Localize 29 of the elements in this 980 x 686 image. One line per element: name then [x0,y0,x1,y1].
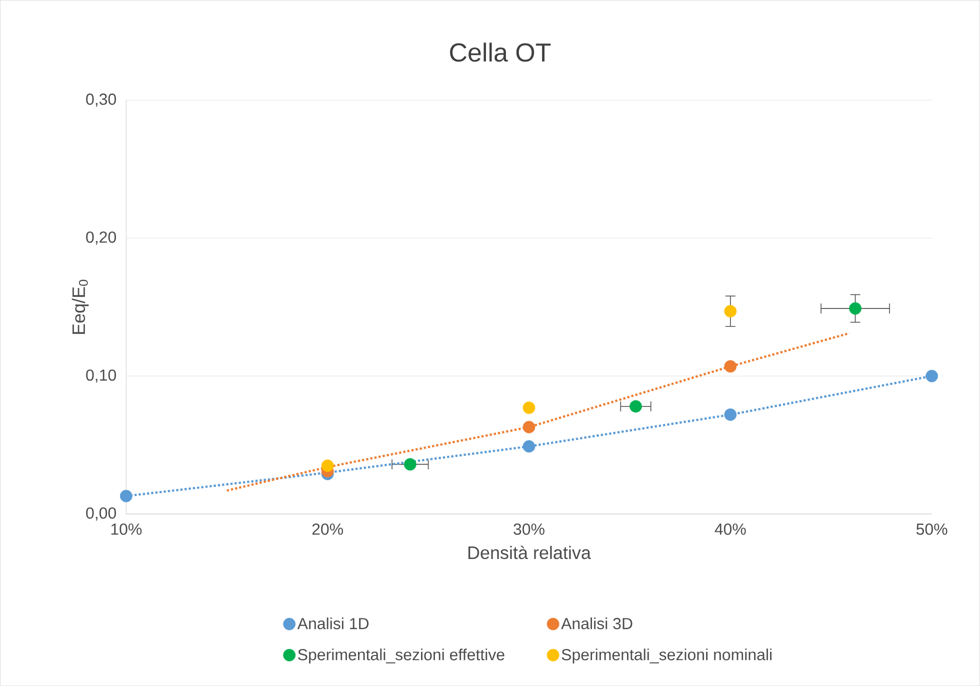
x-tick-label: 10% [111,523,142,535]
point [321,459,334,472]
line-series [226,332,850,492]
y-axis-title: Eeq/E$_{0}$ [72,280,89,334]
chart-title: Cella OT [450,42,551,62]
y-tick-label: 0,20 [86,231,116,245]
point [724,304,737,318]
legend-label: Analisi 3D [561,617,632,630]
x-tick-label: 30% [514,523,544,535]
legend-label: Sperimentali_sezioni effettive [298,648,504,664]
point [724,408,737,421]
point [522,402,536,414]
point [120,490,132,502]
x-tick-label: 20% [312,523,344,535]
legend-label: Analisi 1D [297,617,369,630]
point [630,400,642,413]
x-tick-label: 40% [714,523,746,535]
legend-label: Sperimentali_sezioni nominali [562,648,772,664]
point [849,302,862,315]
y-tick-label: 0,10 [86,369,116,383]
point [926,370,938,382]
point [522,420,536,434]
x-axis-title: Densità relativa [468,546,591,560]
x-tick-label: 50% [916,523,948,535]
point [404,458,416,470]
y-tick-label: 0,00 [86,507,116,521]
point [724,360,737,373]
point [522,440,536,453]
y-tick-label: 0,30 [86,94,116,107]
